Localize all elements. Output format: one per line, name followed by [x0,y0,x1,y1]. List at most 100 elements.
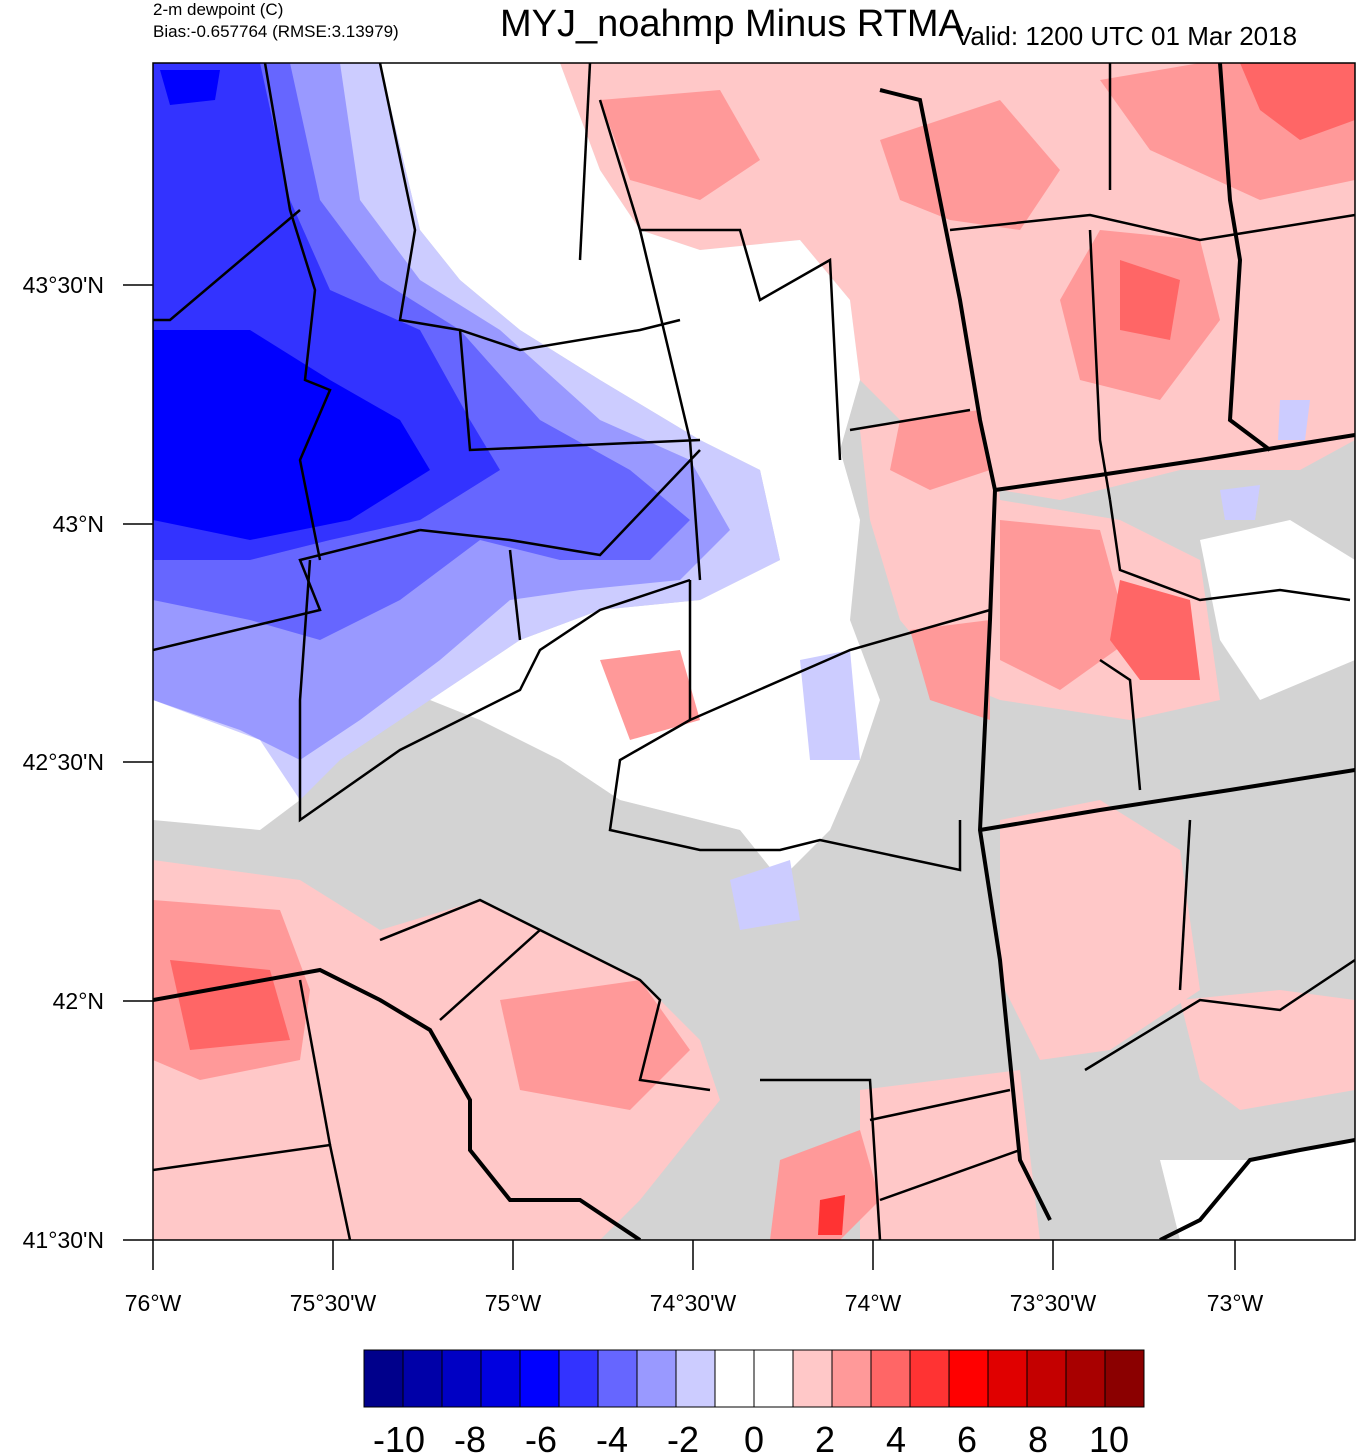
county-line [508,549,522,641]
lon-label: 76°W [125,1290,182,1316]
colorbar-label: 2 [815,1419,835,1456]
colorbar-label: 10 [1089,1419,1129,1456]
lat-label: 42°N [53,988,104,1014]
county-line [608,718,962,872]
colorbar-swatch [948,1349,989,1408]
county-line [760,1078,882,1240]
colorbar-swatch [480,1349,521,1408]
colorbar-swatch [363,1349,404,1408]
colorbar-swatch [714,1349,755,1408]
lon-label: 74°W [845,1290,902,1316]
colorbar-swatch [519,1349,560,1408]
county-line [869,1088,1011,1122]
lon-label: 73°W [1207,1290,1264,1316]
white-patch-w [153,700,300,830]
county-line [578,63,592,261]
pink-patch-sw2 [500,980,690,1110]
county-line [153,528,421,652]
colorbar-label: 6 [957,1419,977,1456]
lat-ticks [123,284,153,1241]
county-line [298,559,691,823]
red-region-ne [1240,63,1355,140]
county-line [379,898,711,1092]
state-line [1159,1138,1355,1240]
county-line [1108,499,1351,602]
white-region-se [1160,1140,1355,1240]
dewpoint-difference-field [153,63,1355,1240]
lat-label: 42°30'N [23,749,104,775]
colorbar-label: 4 [886,1419,906,1456]
lat-label: 41°30'N [23,1227,104,1253]
colorbar-label: -6 [525,1419,557,1456]
state-line [153,967,642,1240]
colorbar-swatch [675,1349,716,1408]
state-line [879,88,1052,1221]
state-line [1218,63,1272,452]
pink-patch-s [770,1130,880,1240]
lon-label: 75°30'W [290,1290,377,1316]
colorbar [363,1349,1145,1408]
red-region-vt [1120,260,1180,340]
colorbar-swatch [987,1349,1028,1408]
pink-patch-e1 [890,410,990,490]
state-line [979,768,1355,832]
county-line [1088,229,1112,501]
county-line [849,408,971,432]
county-line [640,228,842,461]
pink-region-se [1000,800,1200,1060]
colorbar-swatch [441,1349,482,1408]
county-line [598,99,702,581]
blue-patch-e2 [1278,400,1310,440]
lon-label: 74°30'W [650,1290,737,1316]
lat-label: 43°30'N [23,272,104,298]
colorbar-swatch [636,1349,677,1408]
pink-region-n2 [600,90,760,200]
county-line [949,213,1355,242]
county-boundaries [153,63,1355,1240]
colorbar-label: -2 [667,1419,699,1456]
lat-label: 43°N [53,511,104,537]
colorbar-swatch [1026,1349,1067,1408]
county-line [879,1148,1021,1202]
pink-region-se2 [1180,990,1355,1110]
map-frame [152,62,1356,1241]
state-line [994,433,1355,492]
white-patch-e [1200,520,1355,700]
colorbar-label: 8 [1028,1419,1048,1456]
county-line [1084,958,1355,1072]
county-line [153,209,301,322]
colorbar-swatch [402,1349,443,1408]
blue-region-core [153,330,430,540]
bias-label: Bias:-0.657764 (RMSE:3.13979) [153,22,399,41]
red-patch-e [1110,580,1200,680]
lon-label: 75°W [485,1290,542,1316]
colorbar-label: 0 [744,1419,764,1456]
blue-patch-c2 [800,650,860,760]
map-title: MYJ_noahmp Minus RTMA [500,3,964,45]
colorbar-label: -8 [454,1419,486,1456]
pink-patch-e3 [910,620,990,720]
colorbar-labels: -10 -8 -6 -4 -2 0 2 4 6 8 10 [373,1419,1129,1456]
blue-patch-e [1220,485,1260,520]
colorbar-swatch [909,1349,950,1408]
colorbar-swatch [870,1349,911,1408]
valid-time-label: Valid: 1200 UTC 01 Mar 2018 [955,21,1298,51]
lon-label: 73°30'W [1010,1290,1097,1316]
colorbar-swatch [1104,1349,1145,1408]
county-line [1178,819,1192,991]
county-line [298,979,332,1146]
white-region-central [380,63,880,880]
colorbar-swatch [597,1349,638,1408]
county-line [439,929,541,1021]
county-line [263,63,332,561]
state-boundaries [153,63,1355,1240]
red-patch-s [818,1195,845,1235]
county-line [419,449,701,557]
county-line [688,580,991,722]
lon-ticks [152,1240,1236,1270]
colorbar-swatch [558,1349,599,1408]
variable-label: 2-m dewpoint (C) [153,0,284,19]
blue-region-nw [160,70,220,105]
colorbar-label: -10 [373,1419,425,1456]
